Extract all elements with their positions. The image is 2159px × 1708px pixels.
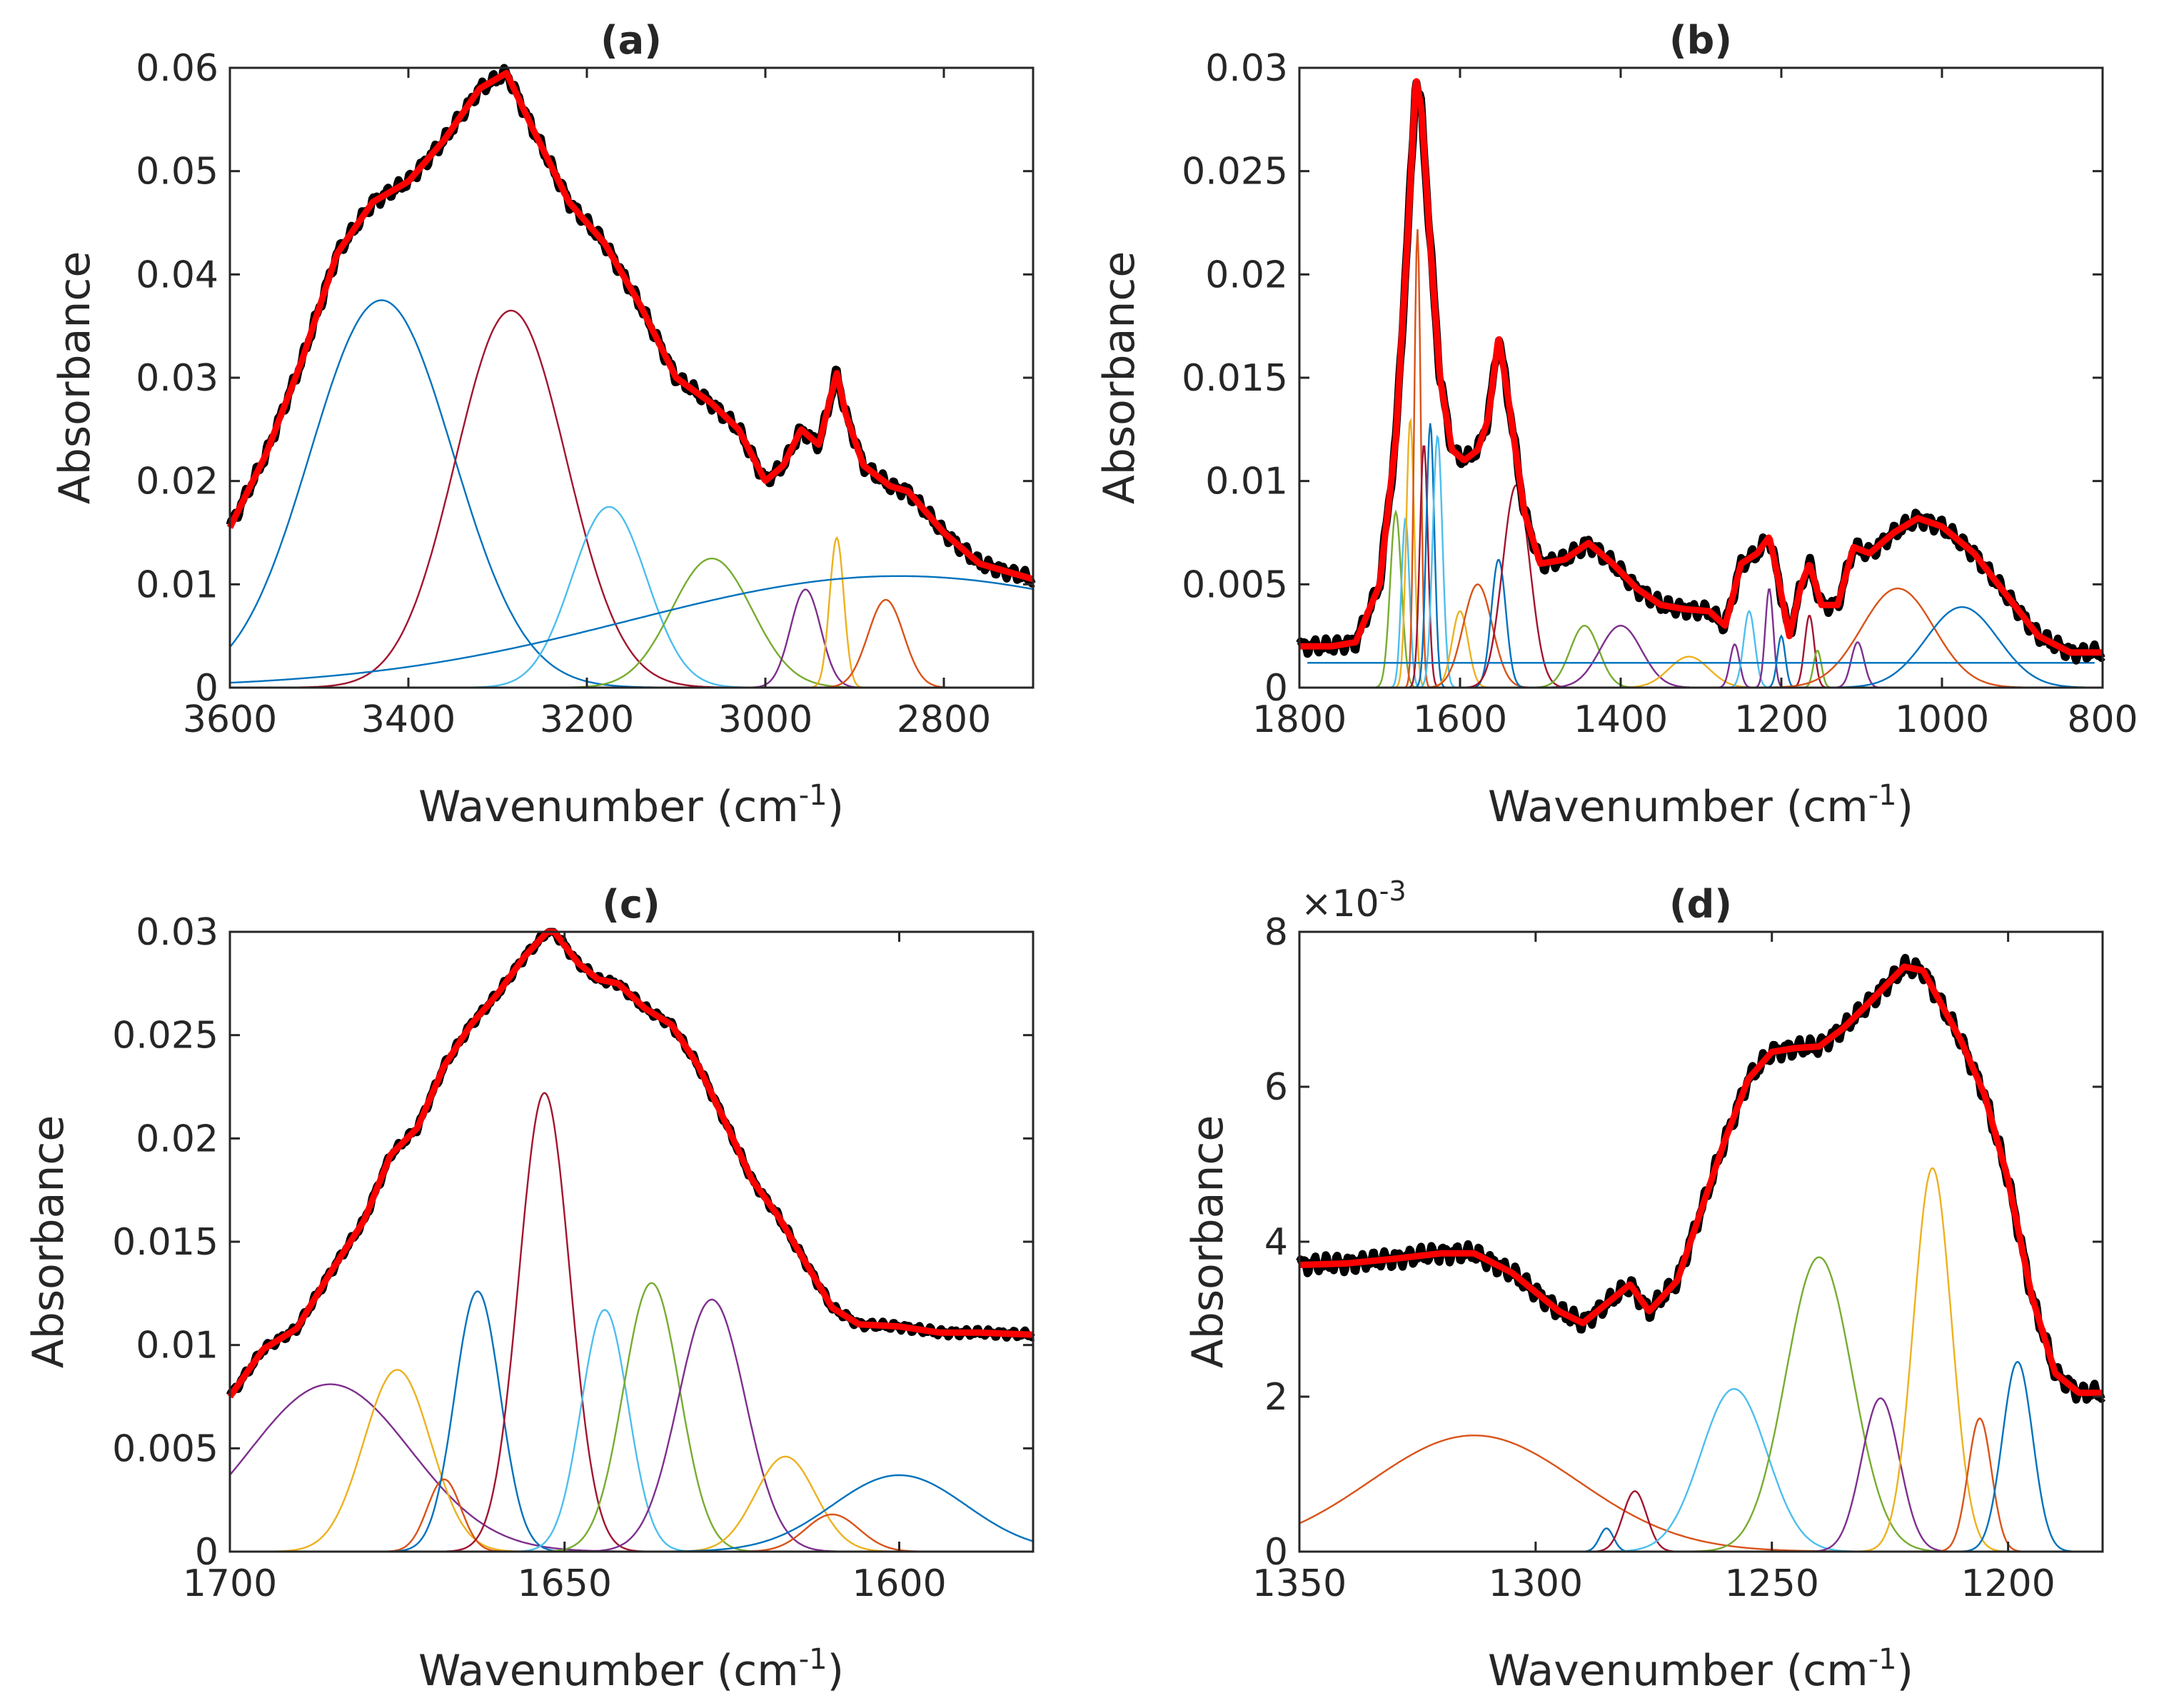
- y-tick-label: 0.02: [136, 461, 218, 503]
- y-axis-label: Absorbance: [1094, 251, 1144, 505]
- y-tick-label: 0.005: [112, 1427, 218, 1470]
- x-tick-label: 1300: [1489, 1562, 1583, 1605]
- axis-ticks: 1800 1600 1400 1200 1000 800 0 0.005 0.01 0.015 0.…: [1182, 47, 2138, 741]
- panel-a: (a) 3600 3400 3200 3000 2800 0 0.01 0.02 0.03 0.0…: [50, 18, 1036, 832]
- fitted-envelope: [226, 69, 1035, 583]
- x-tick-label: 3200: [540, 698, 634, 741]
- panel-title: (b): [1669, 18, 1732, 63]
- axis-ticks: 3600 3400 3200 3000 2800 0 0.01 0.02 0.03 0.04 0.0…: [136, 47, 1033, 741]
- y-tick-label: 0.03: [1205, 47, 1288, 90]
- y-tick-label: 0.06: [136, 47, 218, 90]
- y-axis-label: Absorbance: [50, 251, 100, 505]
- x-axis-label: Wavenumber (cm-1): [418, 779, 844, 832]
- y-tick-label: 0.025: [1182, 151, 1288, 194]
- y-tick-label: 6: [1264, 1066, 1288, 1109]
- y-tick-label: 0: [1264, 667, 1288, 710]
- y-tick-label: 0.04: [136, 253, 218, 296]
- y-tick-label: 2: [1264, 1376, 1288, 1419]
- x-axis-label: Wavenumber (cm-1): [1488, 1643, 1913, 1696]
- spectrum-curves: [1296, 78, 2105, 665]
- x-tick-label: 1600: [852, 1562, 946, 1605]
- x-tick-label: 1800: [1252, 698, 1347, 741]
- y-tick-label: 4: [1264, 1221, 1288, 1264]
- x-axis-label: Wavenumber (cm-1): [418, 1643, 844, 1696]
- x-tick-label: 1650: [518, 1562, 612, 1605]
- y-tick-label: 0: [195, 1531, 218, 1574]
- fitted-envelope: [1297, 963, 2105, 1397]
- panel-title: (a): [600, 18, 662, 63]
- component-peak-8: [230, 575, 1034, 684]
- fitted-envelope: [227, 928, 1035, 1399]
- x-tick-label: 3400: [361, 698, 456, 741]
- y-tick-label: 0.03: [136, 357, 218, 400]
- y-axis-exponent: ×10-3: [1301, 875, 1406, 925]
- y-tick-label: 0: [195, 667, 218, 710]
- panel-c: (c) 1700 1650 1600 0 0.005 0.01 0.015 0.02 0.025…: [24, 882, 1036, 1696]
- y-tick-label: 0.01: [1205, 461, 1288, 503]
- x-tick-label: 800: [2067, 698, 2138, 741]
- y-tick-label: 0.02: [136, 1117, 218, 1160]
- x-tick-label: 1250: [1725, 1562, 1819, 1605]
- y-tick-label: 0.025: [112, 1015, 218, 1058]
- panel-b: (b) 1800 1600 1400 1200 1000 800 0 0.005 0.01 0.0…: [1094, 18, 2138, 832]
- axes-frame: [228, 930, 1035, 1553]
- x-tick-label: 1600: [1413, 698, 1507, 741]
- spectrum-curves: [1296, 953, 2106, 1404]
- y-tick-label: 0.01: [136, 563, 218, 606]
- axes-frame: [1298, 66, 2104, 689]
- spectrum-curves: [226, 64, 1036, 588]
- y-tick-label: 0.05: [136, 151, 218, 194]
- y-tick-label: 0.015: [112, 1221, 218, 1264]
- x-tick-label: 3600: [183, 698, 277, 741]
- fitted-envelope: [1297, 78, 2105, 656]
- axes-frame: [228, 66, 1035, 689]
- x-tick-label: 1000: [1895, 698, 1989, 741]
- y-axis-label: Absorbance: [1183, 1115, 1233, 1369]
- y-tick-label: 0.005: [1182, 563, 1288, 606]
- x-tick-label: 2800: [897, 698, 991, 741]
- y-tick-label: 0: [1264, 1531, 1288, 1574]
- axis-ticks: 1350 1300 1250 1200 0 2 4 6 8: [1252, 911, 2103, 1605]
- y-tick-label: 0.01: [136, 1325, 218, 1367]
- y-tick-label: 0.015: [1182, 357, 1288, 400]
- panel-title: (d): [1669, 882, 1732, 927]
- x-tick-label: 1400: [1574, 698, 1668, 741]
- y-axis-label: Absorbance: [24, 1115, 74, 1369]
- y-tick-label: 8: [1264, 911, 1288, 954]
- y-tick-label: 0.03: [136, 911, 218, 954]
- x-tick-label: 1200: [1961, 1562, 2055, 1605]
- x-tick-label: 3000: [718, 698, 812, 741]
- panel-title: (c): [602, 882, 660, 927]
- y-tick-label: 0.02: [1205, 253, 1288, 296]
- x-axis-label: Wavenumber (cm-1): [1488, 779, 1913, 832]
- panel-d: (d) ×10-3 1350 1300 1250 1200 0 2 4 6 8 Absorban…: [1183, 875, 2106, 1696]
- x-tick-label: 1200: [1734, 698, 1828, 741]
- spectrum-curves: [226, 928, 1036, 1399]
- x-tick-label: 1350: [1252, 1562, 1347, 1605]
- x-tick-label: 1700: [183, 1562, 277, 1605]
- axes-frame: [1298, 930, 2104, 1553]
